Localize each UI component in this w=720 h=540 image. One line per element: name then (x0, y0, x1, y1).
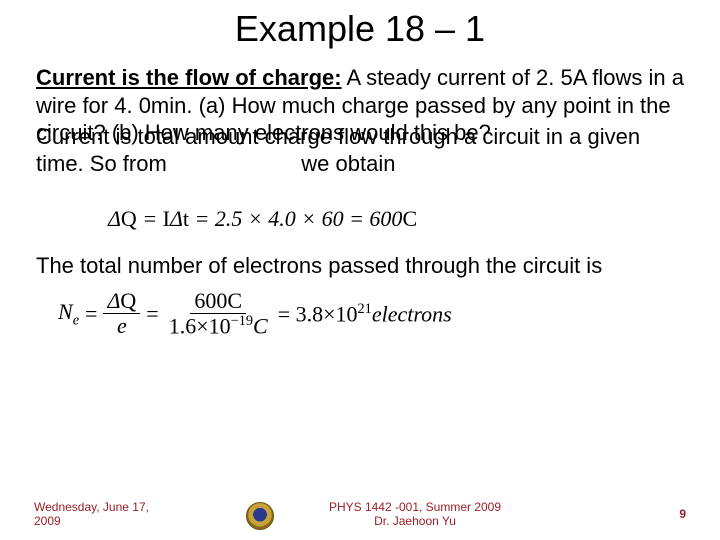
eq2-frac2: 600C 1.6×10−19C (165, 289, 272, 339)
slide: Example 18 – 1 Current is the flow of ch… (0, 0, 720, 540)
slide-footer: Wednesday, June 17, 2009 PHYS 1442 -001,… (0, 500, 720, 528)
slide-title: Example 18 – 1 (28, 8, 692, 50)
equation-electrons: Ne = ΔQ e = 600C 1.6×10−19C = 3.8×1021el… (28, 289, 692, 339)
equals-1: = (85, 301, 97, 327)
eq2-frac1-den: e (113, 314, 131, 338)
eq2-rhs: = 3.8×1021electrons (278, 301, 452, 327)
footer-page-number: 9 (656, 507, 686, 521)
footer-center: PHYS 1442 -001, Summer 2009 Dr. Jaehoon … (174, 500, 656, 528)
eq2-frac2-den: 1.6×10−19C (165, 314, 272, 339)
answer-part-b: The total number of electrons passed thr… (28, 252, 692, 280)
eq2-frac1: ΔQ e (103, 289, 140, 338)
problem-lead: Current is the flow of charge: (36, 65, 342, 90)
equals-2: = (146, 301, 158, 327)
answer-a-tail: we obtain (301, 151, 395, 176)
eq1-text: ΔQ = IΔt = 2.5 × 4.0 × 60 = 600C (108, 206, 417, 231)
eq2-frac2-num: 600C (190, 289, 246, 314)
footer-date: Wednesday, June 17, 2009 (34, 500, 174, 528)
eq2-frac1-num: ΔQ (103, 289, 140, 314)
equation-charge: ΔQ = IΔt = 2.5 × 4.0 × 60 = 600C (28, 206, 692, 232)
footer-instructor: Dr. Jaehoon Yu (174, 514, 656, 528)
eq2-lhs: Ne (58, 299, 79, 329)
footer-course: PHYS 1442 -001, Summer 2009 (174, 500, 656, 514)
answer-part-a: Current is total amount charge flow thro… (28, 123, 692, 178)
